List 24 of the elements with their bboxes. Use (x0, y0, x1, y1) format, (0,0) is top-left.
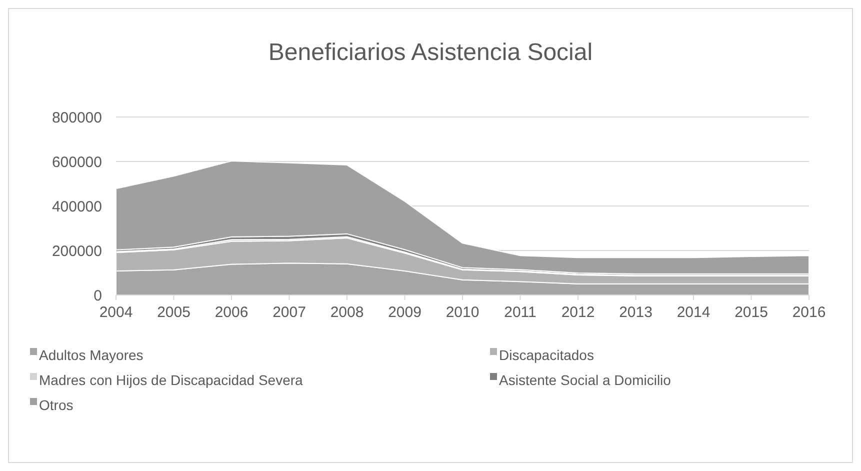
x-tick-label: 2005 (157, 304, 190, 321)
y-tick-label: 200000 (52, 242, 102, 260)
x-tick-label: 2009 (388, 304, 422, 321)
legend-label: Adultos Mayores (39, 347, 144, 363)
x-tick-label: 2004 (99, 304, 133, 321)
x-tick-label: 2015 (734, 304, 768, 321)
y-tick-label: 400000 (52, 198, 102, 216)
chart-title: Beneficiarios Asistencia Social (268, 39, 593, 66)
legend-label: Discapacitados (499, 347, 594, 363)
y-tick-label: 800000 (52, 109, 102, 126)
x-tick-label: 2012 (561, 304, 595, 321)
x-tick-label: 2010 (446, 304, 480, 321)
x-tick-label: 2014 (676, 304, 710, 321)
x-tick-label: 2011 (504, 304, 536, 321)
x-tick-label: 2008 (330, 304, 364, 321)
x-tick-label: 2016 (792, 304, 826, 321)
x-tick-label: 2013 (619, 304, 652, 321)
legend-label: Madres con Hijos de Discapacidad Severa (39, 372, 304, 388)
x-tick-label: 2006 (214, 304, 248, 321)
legend-label: Asistente Social a Domicilio (499, 372, 672, 388)
legend-label: Otros (39, 397, 74, 413)
y-tick-label: 600000 (52, 154, 102, 171)
x-tick-label: 2007 (272, 304, 306, 321)
y-tick-label: 0 (94, 287, 102, 304)
